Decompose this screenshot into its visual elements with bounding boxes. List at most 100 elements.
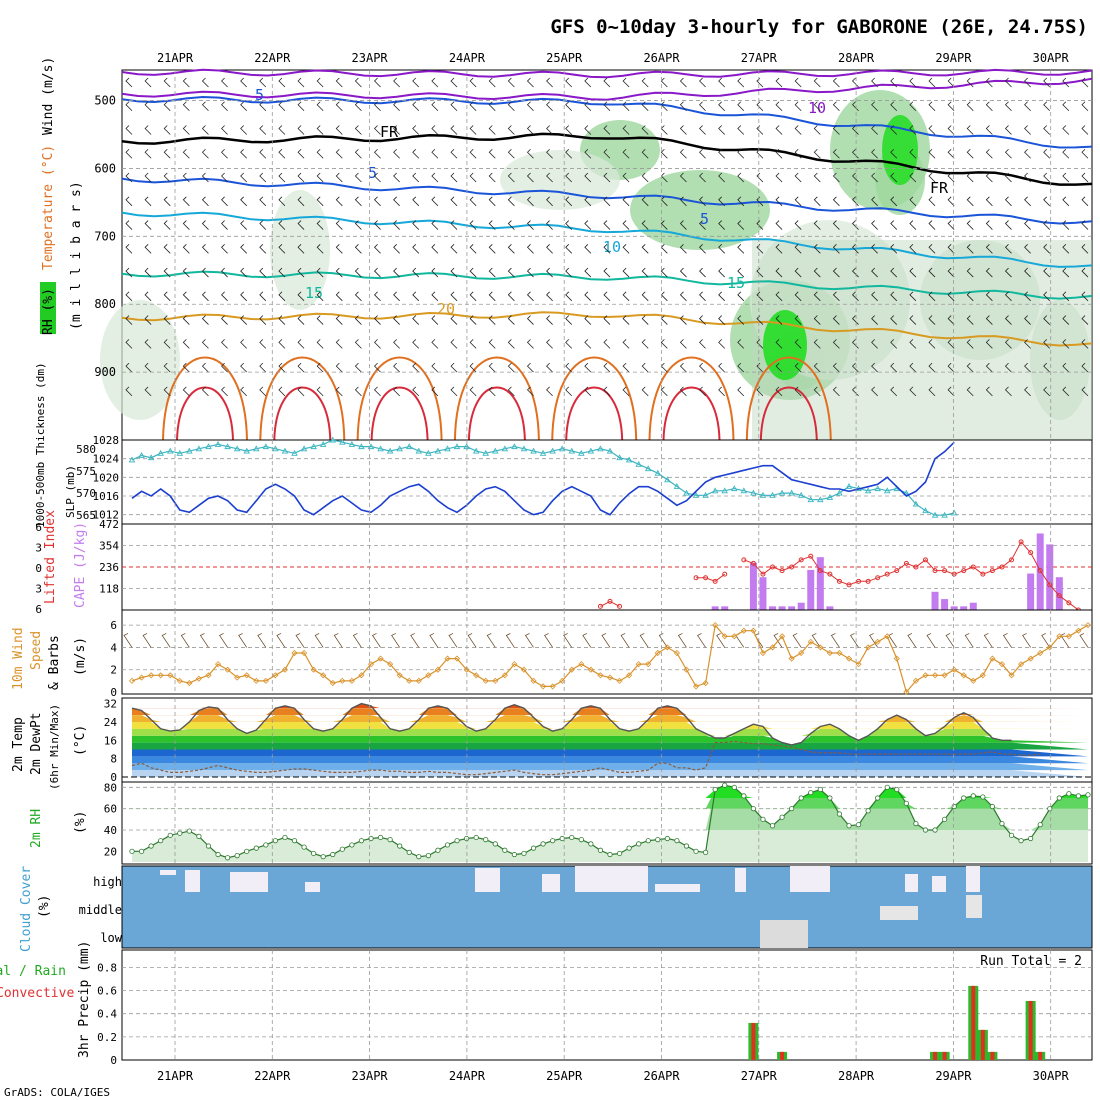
wind-barb (775, 291, 783, 302)
wind-barb (278, 315, 286, 325)
wind-barb (507, 291, 515, 302)
wind-barb (699, 386, 706, 397)
wind-barb (182, 244, 190, 254)
wind-barb (488, 125, 496, 135)
wind-barb (565, 362, 573, 373)
wind-barb (584, 125, 592, 135)
wind-barb (699, 125, 706, 135)
rh-point (158, 838, 164, 844)
wind-barb (546, 196, 553, 207)
wind-speed-point (492, 677, 499, 684)
rh-point (626, 845, 632, 851)
wind-barb (373, 267, 381, 278)
thickness-point (711, 487, 719, 494)
wind-barb (871, 362, 878, 373)
wind-barb (565, 148, 573, 159)
wind-barb (1024, 125, 1031, 135)
date-label-bottom: 21APR (157, 1069, 194, 1083)
wind-barb (699, 291, 706, 302)
thickness-point (195, 445, 203, 452)
wind-barb (393, 291, 400, 302)
wind-barb-10m (620, 633, 630, 648)
wind-barb-10m (199, 633, 209, 648)
wind-barb (412, 196, 420, 207)
thickness-point (778, 489, 786, 496)
date-label-bottom: 26APR (643, 1069, 680, 1083)
date-label-top: 28APR (838, 51, 875, 65)
wind-barb-10m (371, 633, 381, 648)
wind-barb (679, 291, 687, 302)
wind-barb (450, 196, 458, 207)
wind-barb (259, 244, 267, 254)
wind-barb (985, 125, 993, 135)
cloud-high-block (735, 868, 746, 892)
wind-speed-point (482, 677, 489, 684)
wind-barb (1024, 339, 1031, 349)
wind-barb (832, 267, 840, 278)
wind-barb (603, 77, 611, 88)
wind-barb (679, 220, 687, 230)
wind-barb (641, 291, 649, 302)
wind-barb (144, 77, 152, 88)
wind-barb (1043, 267, 1051, 278)
rh-point (301, 844, 307, 850)
wind-barb (813, 220, 821, 230)
thickness-point (797, 491, 805, 498)
p6-rh-label: 2m RH (29, 809, 44, 848)
cape-bar (1027, 573, 1035, 610)
rh-point (894, 786, 900, 793)
wind-barb (412, 362, 420, 373)
p6-unit-label: (%) (73, 811, 88, 834)
wind-barb (431, 267, 439, 278)
wind-barb (240, 267, 248, 278)
p4-wind-label: 10m Wind (11, 627, 26, 690)
wind-barb (890, 172, 898, 183)
isotherm-minus10 (121, 77, 1093, 101)
rh-point (559, 835, 565, 842)
date-label-bottom: 25APR (546, 1069, 583, 1083)
wind-speed-point (826, 649, 833, 657)
wind-barb-10m (1022, 633, 1031, 648)
wind-barb (909, 101, 917, 112)
y-tick-cape: 118 (99, 583, 119, 596)
wind-barb (278, 148, 286, 159)
date-gridlines (174, 70, 1052, 1060)
li-point (789, 564, 795, 570)
wind-speed-point (692, 683, 700, 690)
wind-barb (565, 386, 573, 397)
rh-legend-swatch (40, 282, 56, 334)
wind-barb (163, 291, 171, 302)
wind-barb (546, 315, 553, 325)
wind-barb (603, 339, 611, 349)
li-point (1037, 568, 1043, 574)
isotherm-30-loop (759, 386, 818, 441)
wind-speed-point (970, 677, 977, 684)
wind-barb (641, 315, 649, 325)
wind-speed-point (291, 649, 298, 657)
wind-barb (871, 172, 878, 183)
wind-barb (412, 315, 420, 325)
wind-barb (584, 77, 592, 88)
wind-barb (546, 101, 553, 112)
wind-barb (775, 386, 783, 397)
wind-barb (832, 196, 840, 207)
y-tick-li: 0 (35, 562, 42, 575)
cape-bar (788, 606, 796, 610)
rh-point (636, 841, 642, 847)
thickness-point (807, 496, 815, 503)
wind-barb (947, 77, 955, 88)
li-point (836, 578, 842, 584)
wind-speed-point (779, 633, 786, 640)
thickness-point (654, 469, 662, 476)
wind-barb (871, 291, 878, 302)
wind-barb (488, 172, 496, 183)
wind-barb (373, 125, 381, 135)
wind-barb (1004, 386, 1012, 397)
wind-barb (335, 362, 343, 373)
wind-barb (316, 315, 324, 325)
wind-barb (1062, 77, 1070, 88)
wind-barb (775, 315, 783, 325)
wind-barb (354, 386, 362, 397)
wind-barb (1004, 125, 1012, 135)
wind-barb-10m (429, 633, 439, 648)
